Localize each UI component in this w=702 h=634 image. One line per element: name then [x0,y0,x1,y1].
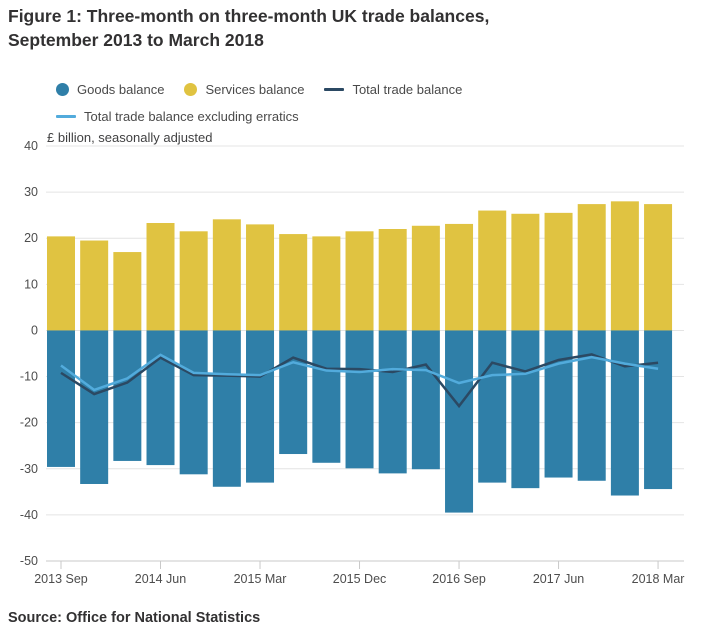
services-bar[interactable] [644,204,673,331]
services-bar[interactable] [212,219,241,331]
goods-bar[interactable] [610,330,639,496]
legend-row-1: Goods balance Services balance Total tra… [56,82,482,97]
services-bar[interactable] [610,201,639,331]
goods-bar[interactable] [212,330,241,487]
legend-label: Total trade balance [352,82,463,97]
y-tick-label: -10 [20,370,38,384]
services-bar[interactable] [312,236,341,331]
total-trade-balance-line-swatch-icon [324,88,345,91]
services-bar[interactable] [544,212,573,331]
services-bar[interactable] [113,252,142,331]
x-tick-label: 2014 Jun [135,572,186,586]
goods-bar[interactable] [279,330,308,455]
legend-item-goods-balance[interactable]: Goods balance [56,82,164,97]
goods-bar[interactable] [312,330,341,463]
legend-item-total-trade-balance[interactable]: Total trade balance [324,82,462,97]
services-bar[interactable] [411,225,440,331]
y-tick-label: 20 [24,231,38,245]
goods-bar[interactable] [411,330,440,470]
goods-bar[interactable] [47,330,75,467]
source-text: Source: Office for National Statistics [8,610,261,626]
y-tick-label: 30 [24,185,38,199]
services-bar[interactable] [445,223,474,331]
x-tick-label: 2017 Jun [533,572,584,586]
goods-bar[interactable] [246,330,275,483]
page-title: Figure 1: Three-month on three-month UK … [8,6,490,50]
services-bar[interactable] [279,234,308,331]
legend-item-total-trade-balance-excluding-erratics[interactable]: Total trade balance excluding erratics [56,109,299,124]
services-bar[interactable] [378,229,407,331]
legend-label: Total trade balance excluding erratics [84,109,299,124]
y-tick-label: 0 [31,323,38,337]
legend-item-services-balance[interactable]: Services balance [184,82,304,97]
goods-balance-swatch-icon [56,83,69,96]
x-tick-label: 2015 Mar [234,572,287,586]
y-tick-label: -50 [20,554,38,568]
x-tick-label: 2013 Sep [34,572,88,586]
services-bar[interactable] [478,210,507,331]
x-tick-label: 2015 Dec [333,572,387,586]
services-bar[interactable] [179,231,208,331]
goods-bar[interactable] [378,330,407,474]
x-tick-label: 2016 Sep [432,572,486,586]
goods-bar[interactable] [478,330,507,483]
goods-bar[interactable] [80,330,109,484]
excluding-erratics-line-swatch-icon [56,115,76,118]
y-tick-label: -40 [20,508,38,522]
services-bar[interactable] [511,213,540,331]
services-bar[interactable] [345,231,374,331]
services-bar[interactable] [246,224,275,331]
goods-bar[interactable] [577,330,606,481]
total-trade-balance-line [60,353,659,409]
goods-bar[interactable] [113,330,142,461]
services-bar[interactable] [80,240,109,331]
goods-bar[interactable] [511,330,540,489]
x-tick-label: 2018 Mar [632,572,685,586]
goods-bar[interactable] [345,330,374,469]
legend-row-2: Total trade balance excluding erratics [56,109,482,124]
legend-label: Services balance [205,82,305,97]
y-tick-label: 10 [24,277,38,291]
y-tick-label: -30 [20,462,38,476]
goods-bar[interactable] [179,330,208,475]
y-tick-label: 40 [24,139,38,153]
goods-bar[interactable] [445,330,474,513]
services-bar[interactable] [577,204,606,331]
y-tick-label: -20 [20,416,38,430]
legend-label: Goods balance [77,82,165,97]
axis-unit-label: £ billion, seasonally adjusted [47,130,213,145]
services-bar[interactable] [47,236,75,331]
goods-bar[interactable] [544,330,573,478]
services-balance-swatch-icon [184,83,198,96]
goods-bar[interactable] [644,330,673,490]
services-bar[interactable] [146,223,175,331]
goods-bar[interactable] [146,330,175,466]
total-trade-balance-excluding-erratics-line [60,353,659,392]
chart-legend: Goods balance Services balance Total tra… [56,82,482,136]
